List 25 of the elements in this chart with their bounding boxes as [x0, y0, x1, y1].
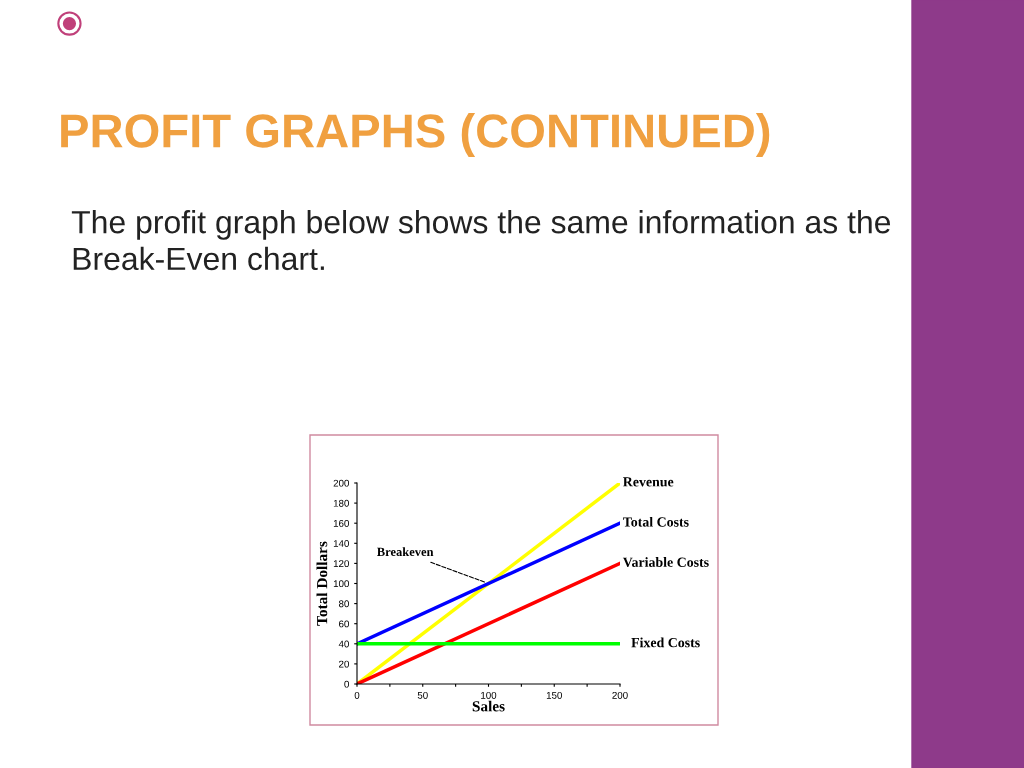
y-tick-label: 100: [333, 580, 349, 588]
annotation: Breakeven: [377, 547, 434, 557]
x-tick-label: 0: [354, 691, 360, 699]
y-tick-label: 20: [339, 660, 349, 668]
y-tick-label: 140: [333, 540, 349, 547]
y-tick-label: 40: [338, 640, 349, 648]
y-axis-title: Total Dollars: [316, 541, 328, 626]
y-tick-label: 180: [333, 499, 349, 507]
y-tick-label: 60: [339, 620, 349, 628]
y-tick-label: 0: [344, 680, 349, 688]
x-tick-label: 150: [546, 691, 562, 699]
x-axis-title: Sales: [472, 700, 505, 712]
series-label: Revenue: [623, 477, 674, 487]
y-tick-label: 80: [338, 600, 349, 608]
x-tick-label: 200: [612, 691, 628, 699]
chart-subtitle: The profit graph below shows the same information as the Break-Even chart.: [71, 210, 891, 271]
y-tick-label: 160: [333, 519, 349, 527]
x-tick-label: 50: [417, 691, 428, 699]
x-tick-label: 100: [481, 691, 497, 699]
series-label: Variable Costs: [622, 557, 709, 567]
series-label: Fixed Costs: [631, 637, 700, 648]
y-tick-label: 200: [333, 479, 349, 487]
series-label: Total Costs: [622, 516, 689, 527]
chart-title: PROFIT GRAPHS (CONTINUED): [61, 112, 770, 158]
y-tick-label: 120: [333, 560, 349, 568]
